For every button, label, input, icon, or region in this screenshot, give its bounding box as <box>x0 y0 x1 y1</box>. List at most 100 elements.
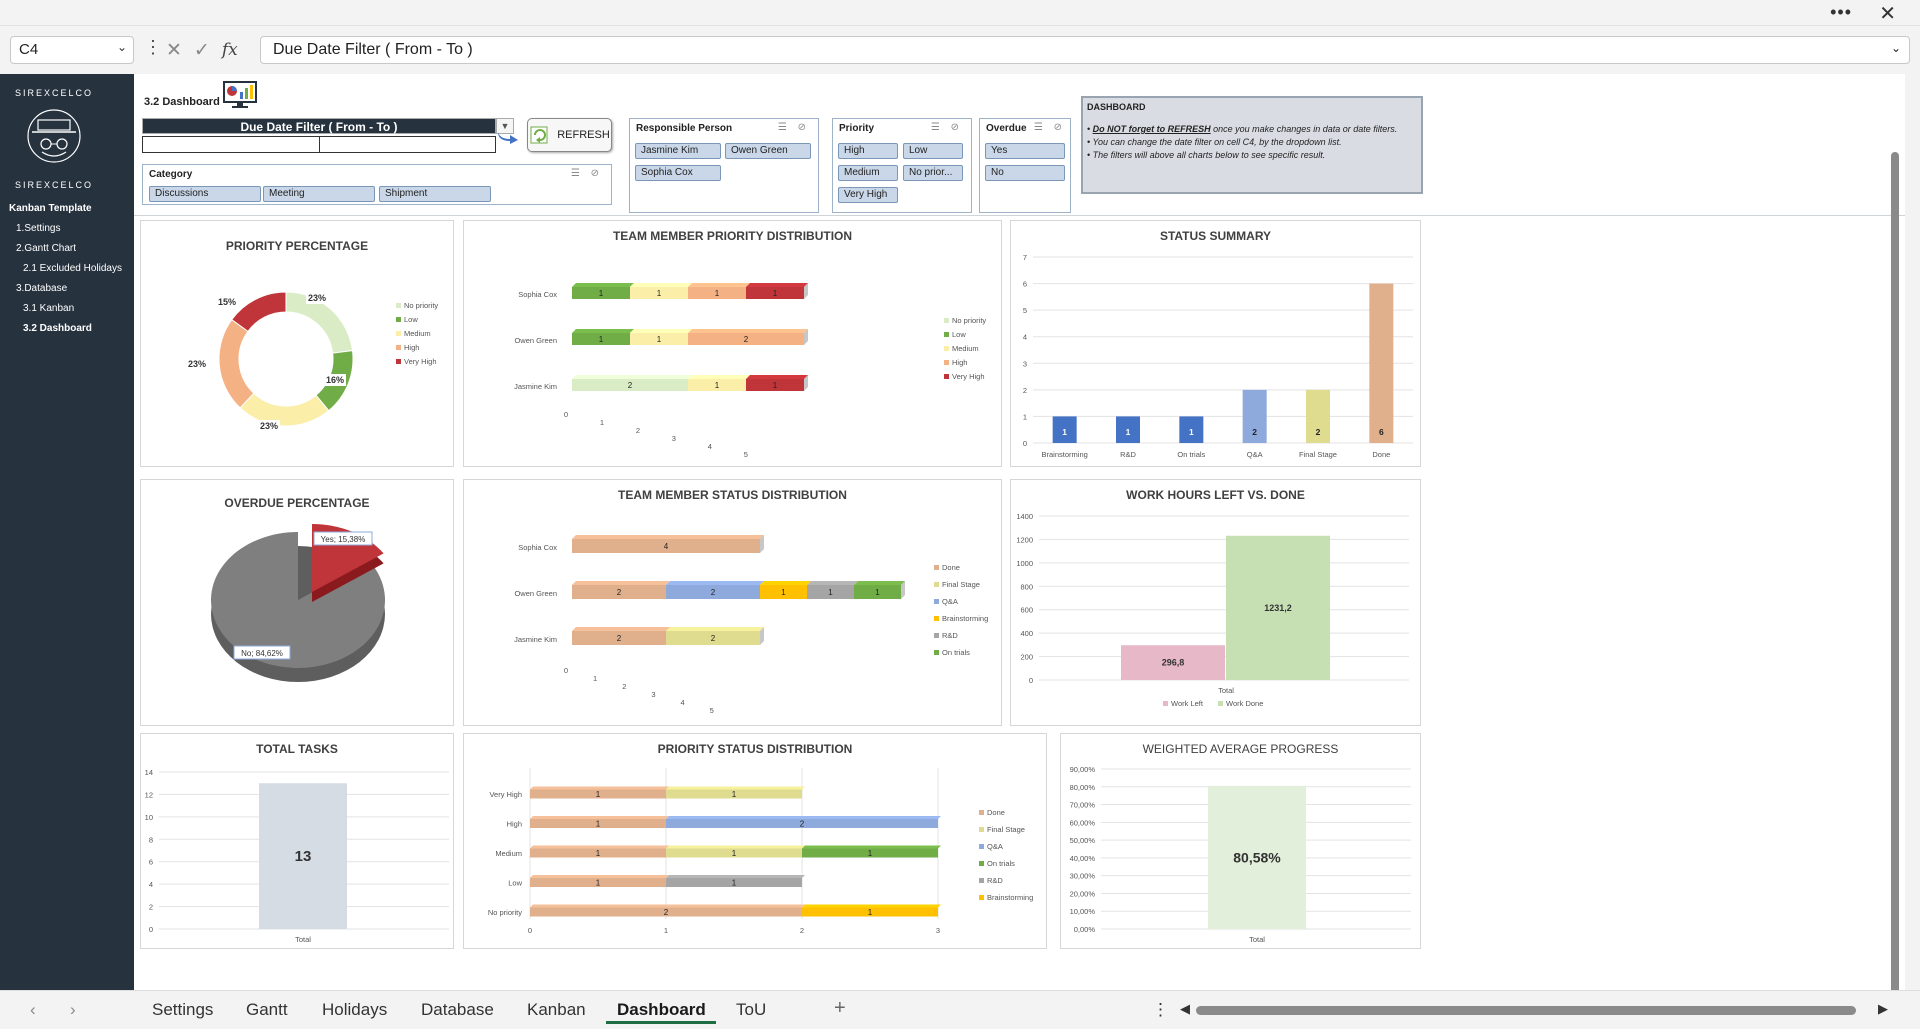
legend-label-q-a: Q&A <box>987 842 1003 851</box>
slicer-item-high[interactable]: High <box>838 143 898 159</box>
cancel-icon[interactable]: ✕ <box>166 39 182 61</box>
slicer-filter-icons[interactable]: ☰ ⊘ <box>930 122 963 133</box>
horizontal-scrollbar[interactable] <box>1196 1006 1856 1015</box>
tab-next-icon[interactable]: › <box>70 1000 76 1019</box>
due-date-filter-header[interactable]: Due Date Filter ( From - To ) <box>142 118 496 134</box>
expand-formula-icon[interactable]: ⌄ <box>1890 41 1901 55</box>
scroll-left-icon[interactable]: ◀ <box>1180 1001 1190 1016</box>
slicer-item-low[interactable]: Low <box>903 143 963 159</box>
chart-title: PRIORITY STATUS DISTRIBUTION <box>657 742 853 756</box>
team-priority-panel[interactable]: TEAM MEMBER PRIORITY DISTRIBUTION Sophia… <box>463 220 1002 467</box>
slicer-item-no-priority[interactable]: No prior... <box>903 165 963 181</box>
axis-label-jasmine-kim: Jasmine Kim <box>514 382 557 391</box>
bar-top-high <box>688 329 808 333</box>
bar-owen-green-done <box>572 585 666 599</box>
slicer-filter-icons[interactable]: ☰ ⊘ <box>1033 122 1066 133</box>
priority-status-panel[interactable]: PRIORITY STATUS DISTRIBUTION 0 1 2 3 Very Hi… <box>463 733 1047 949</box>
sidebar-item-3-2-dashboard[interactable]: 3.2 Dashboard <box>23 323 92 334</box>
status-summary-panel[interactable]: STATUS SUMMARY 0 1 2 3 4 5 6 7 1 Brainstorming 1 R&… <box>1010 220 1421 467</box>
sidebar-item-2-1-excluded-holidays[interactable]: 2.1 Excluded Holidays <box>23 263 122 274</box>
slicer-item-no[interactable]: No <box>985 165 1065 181</box>
slicer-title: Priority <box>839 123 875 134</box>
bar-top-final-stage <box>666 786 805 790</box>
slicer-item-medium[interactable]: Medium <box>838 165 898 181</box>
axis-tick-80-00: 80,00% <box>1070 783 1096 792</box>
tab-gantt[interactable]: Gantt <box>246 1000 288 1019</box>
name-box[interactable]: C4 ⌄ <box>10 36 134 64</box>
chevron-down-icon[interactable]: ▼ <box>496 118 514 134</box>
sidebar-item-3-database[interactable]: 3.Database <box>16 283 68 294</box>
slicer-filter-icons[interactable]: ☰ ⊘ <box>777 122 810 133</box>
bar-owen-green-high <box>688 333 804 345</box>
insert-function-icon[interactable]: fx <box>221 40 238 60</box>
axis-tick-20-00: 20,00% <box>1070 889 1096 898</box>
work-hours-panel[interactable]: WORK HOURS LEFT VS. DONE 0 200 400 600 800 10… <box>1010 479 1421 726</box>
bar-sophia-cox-low <box>572 287 630 299</box>
axis-tick-12: 12 <box>145 790 153 799</box>
weighted-progress-panel[interactable]: WEIGHTED AVERAGE PROGRESS 0,00% 10,00% 20,… <box>1060 733 1421 949</box>
bar-value-label: 4 <box>664 542 669 551</box>
slicer-item-yes[interactable]: Yes <box>985 143 1065 159</box>
data-label-bg <box>186 358 208 370</box>
sidebar-item-2-gantt-chart[interactable]: 2.Gantt Chart <box>16 243 77 254</box>
tab-dashboard[interactable]: Dashboard <box>611 990 712 1021</box>
tabs-more-icon[interactable]: ⋮ <box>1152 1000 1169 1019</box>
legend-swatch-q-a <box>979 844 984 849</box>
dashboard-notes: DASHBOARD • Do NOT forget to REFRESH onc… <box>1081 96 1423 194</box>
sidebar-item-3-1-kanban[interactable]: 3.1 Kanban <box>23 303 75 314</box>
refresh-button[interactable]: REFRESH <box>527 118 612 152</box>
formula-input[interactable]: Due Date Filter ( From - To ) ⌄ <box>260 36 1910 64</box>
axis-label-total: Total <box>1249 935 1265 944</box>
tab-settings[interactable]: Settings <box>152 1000 214 1019</box>
legend-swatch-medium <box>944 346 949 351</box>
team-status-panel[interactable]: TEAM MEMBER STATUS DISTRIBUTION Sophia C… <box>463 479 1002 726</box>
bar-medium-final-stage <box>666 848 802 858</box>
slicer-item-very-high[interactable]: Very High <box>838 187 898 203</box>
confirm-icon[interactable]: ✓ <box>193 39 210 61</box>
logo-text-bottom: SIREXCELCO <box>15 180 93 190</box>
chevron-down-icon[interactable]: ⌄ <box>116 40 127 54</box>
bar-on-trials <box>1179 416 1204 443</box>
more-options-icon[interactable]: ••• <box>1830 2 1852 22</box>
axis-tick-3: 3 <box>936 926 940 935</box>
axis-label-owen-green: Owen Green <box>514 336 557 345</box>
formula-more-icon[interactable]: ⋮ <box>144 37 162 57</box>
chart-title: STATUS SUMMARY <box>1159 229 1272 243</box>
axis-tick-3: 3 <box>651 690 655 699</box>
tab-kanban[interactable]: Kanban <box>527 1000 586 1019</box>
add-sheet-button[interactable]: + <box>834 997 846 1019</box>
axis-tick-600: 600 <box>1020 606 1033 615</box>
priority-percentage-panel[interactable]: PRIORITY PERCENTAGE 23% 16% 23% 23% 15% No pr… <box>140 220 454 467</box>
bar-value-label: 2 <box>744 335 749 344</box>
axis-tick-0: 0 <box>564 410 568 419</box>
slicer-item-meeting[interactable]: Meeting <box>263 186 375 202</box>
legend-label-on-trials: On trials <box>942 648 970 657</box>
scroll-right-icon[interactable]: ▶ <box>1878 1001 1888 1016</box>
tab-holidays[interactable]: Holidays <box>322 1000 388 1019</box>
bar-jasmine-kim-very-high <box>746 379 804 391</box>
bar-no-priority-brainstorming <box>802 907 938 917</box>
slicer-filter-icons[interactable]: ☰ ⊘ <box>570 168 603 179</box>
vertical-scrollbar[interactable] <box>1891 152 1899 1022</box>
notes-line-2: • You can change the date filter on cell… <box>1087 137 1342 147</box>
bar-value-label: 1 <box>875 588 880 597</box>
slicer-item-sophia-cox[interactable]: Sophia Cox <box>635 165 721 181</box>
close-icon[interactable]: ✕ <box>1879 3 1896 25</box>
overdue-percentage-panel[interactable]: OVERDUE PERCENTAGE Yes; 15,38% No; 84,62% <box>140 479 454 726</box>
slicer-item-owen-green[interactable]: Owen Green <box>725 143 811 159</box>
priority-status-chart: 0 1 2 3 Very High 1 1 High 1 2 Medium 1 1 1 Low 1 1 No pr… <box>488 768 1033 935</box>
tab-prev-icon[interactable]: ‹ <box>30 1000 36 1019</box>
slicer-item-discussions[interactable]: Discussions <box>149 186 261 202</box>
bar-owen-green-medium <box>630 333 688 345</box>
tab-tou[interactable]: ToU <box>736 1000 767 1019</box>
tab-database[interactable]: Database <box>421 1000 494 1019</box>
slicer-item-shipment[interactable]: Shipment <box>379 186 491 202</box>
due-date-range[interactable] <box>142 136 496 153</box>
total-tasks-panel[interactable]: TOTAL TASKS 0 2 4 6 8 10 12 14 13 Total <box>140 733 454 949</box>
axis-label-jasmine-kim: Jasmine Kim <box>514 635 557 644</box>
slicer-item-jasmine-kim[interactable]: Jasmine Kim <box>635 143 721 159</box>
bar-value-label: 1 <box>773 289 778 298</box>
legend-label-brainstorming: Brainstorming <box>942 614 988 623</box>
bar-top-done <box>530 786 669 790</box>
sidebar-item-1-settings[interactable]: 1.Settings <box>16 223 61 234</box>
